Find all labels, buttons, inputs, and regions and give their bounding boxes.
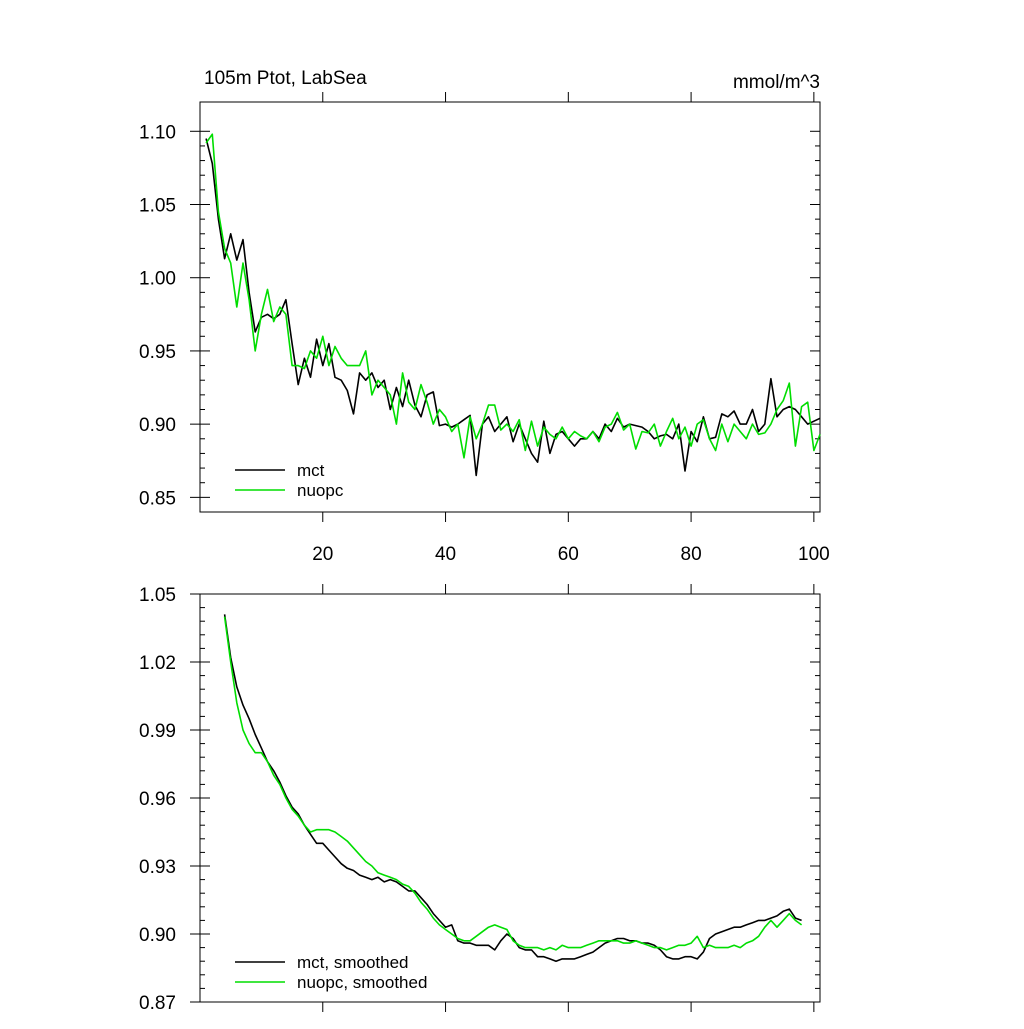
y-tick-label: 1.10 xyxy=(139,122,176,143)
series-line-nuopc xyxy=(205,133,821,459)
x-tick-label: 80 xyxy=(681,544,702,565)
x-tick-label: 60 xyxy=(558,544,579,565)
series-line-mct-smoothed xyxy=(223,614,802,963)
x-tick-label: 100 xyxy=(798,544,830,565)
top-panel-ptot-raw: 0.85 0.90 0.95 1.00 1.05 1.10 20 40 60 80 100 105m … xyxy=(139,68,830,565)
y-tick-label: 0.85 xyxy=(139,488,176,509)
y-tick-label: 1.00 xyxy=(139,269,176,290)
legend-label: nuopc, smoothed xyxy=(297,973,427,992)
y-tick-label: 0.93 xyxy=(139,857,176,878)
series-line-mct xyxy=(205,138,821,477)
legend-label: mct, smoothed xyxy=(297,953,409,972)
chart-units: mmol/m^3 xyxy=(733,72,820,93)
y-tick-label: 0.95 xyxy=(139,342,176,363)
legend-label: mct xyxy=(297,461,325,480)
plot-frame xyxy=(199,101,821,513)
y-tick-label: 0.96 xyxy=(139,789,176,810)
y-tick-label: 1.02 xyxy=(139,653,176,674)
x-tick-label: 20 xyxy=(312,544,333,565)
chart-title: 105m Ptot, LabSea xyxy=(204,68,367,89)
bottom-panel-ptot-smoothed: 0.87 0.90 0.93 0.96 0.99 1.02 1.05 mct, smoothe… xyxy=(139,584,821,1014)
y-tick-label: 1.05 xyxy=(139,585,176,606)
y-tick-label: 0.90 xyxy=(139,415,176,436)
plot-frame xyxy=(199,593,821,1003)
legend-label: nuopc xyxy=(297,481,344,500)
y-tick-label: 1.05 xyxy=(139,196,176,217)
y-tick-label: 0.87 xyxy=(139,993,176,1014)
y-tick-label: 0.90 xyxy=(139,925,176,946)
y-tick-label: 0.99 xyxy=(139,721,176,742)
series-line-nuopc-smoothed xyxy=(223,616,803,951)
x-tick-label: 40 xyxy=(435,544,456,565)
